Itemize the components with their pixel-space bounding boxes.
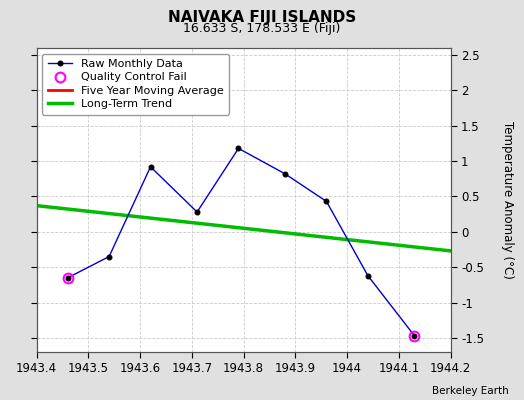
Raw Monthly Data: [194, 210, 200, 214]
Raw Monthly Data: [323, 199, 330, 204]
Y-axis label: Temperature Anomaly (°C): Temperature Anomaly (°C): [501, 121, 514, 279]
Text: 16.633 S, 178.533 E (Fiji): 16.633 S, 178.533 E (Fiji): [183, 22, 341, 35]
Text: Berkeley Earth: Berkeley Earth: [432, 386, 508, 396]
Legend: Raw Monthly Data, Quality Control Fail, Five Year Moving Average, Long-Term Tren: Raw Monthly Data, Quality Control Fail, …: [42, 54, 230, 115]
Raw Monthly Data: [235, 146, 242, 151]
Raw Monthly Data: [282, 172, 288, 176]
Raw Monthly Data: [64, 275, 71, 280]
Raw Monthly Data: [106, 254, 112, 259]
Raw Monthly Data: [147, 164, 154, 169]
Raw Monthly Data: [365, 273, 371, 278]
Line: Raw Monthly Data: Raw Monthly Data: [66, 146, 417, 338]
Text: NAIVAKA FIJI ISLANDS: NAIVAKA FIJI ISLANDS: [168, 10, 356, 25]
Raw Monthly Data: [411, 333, 418, 338]
